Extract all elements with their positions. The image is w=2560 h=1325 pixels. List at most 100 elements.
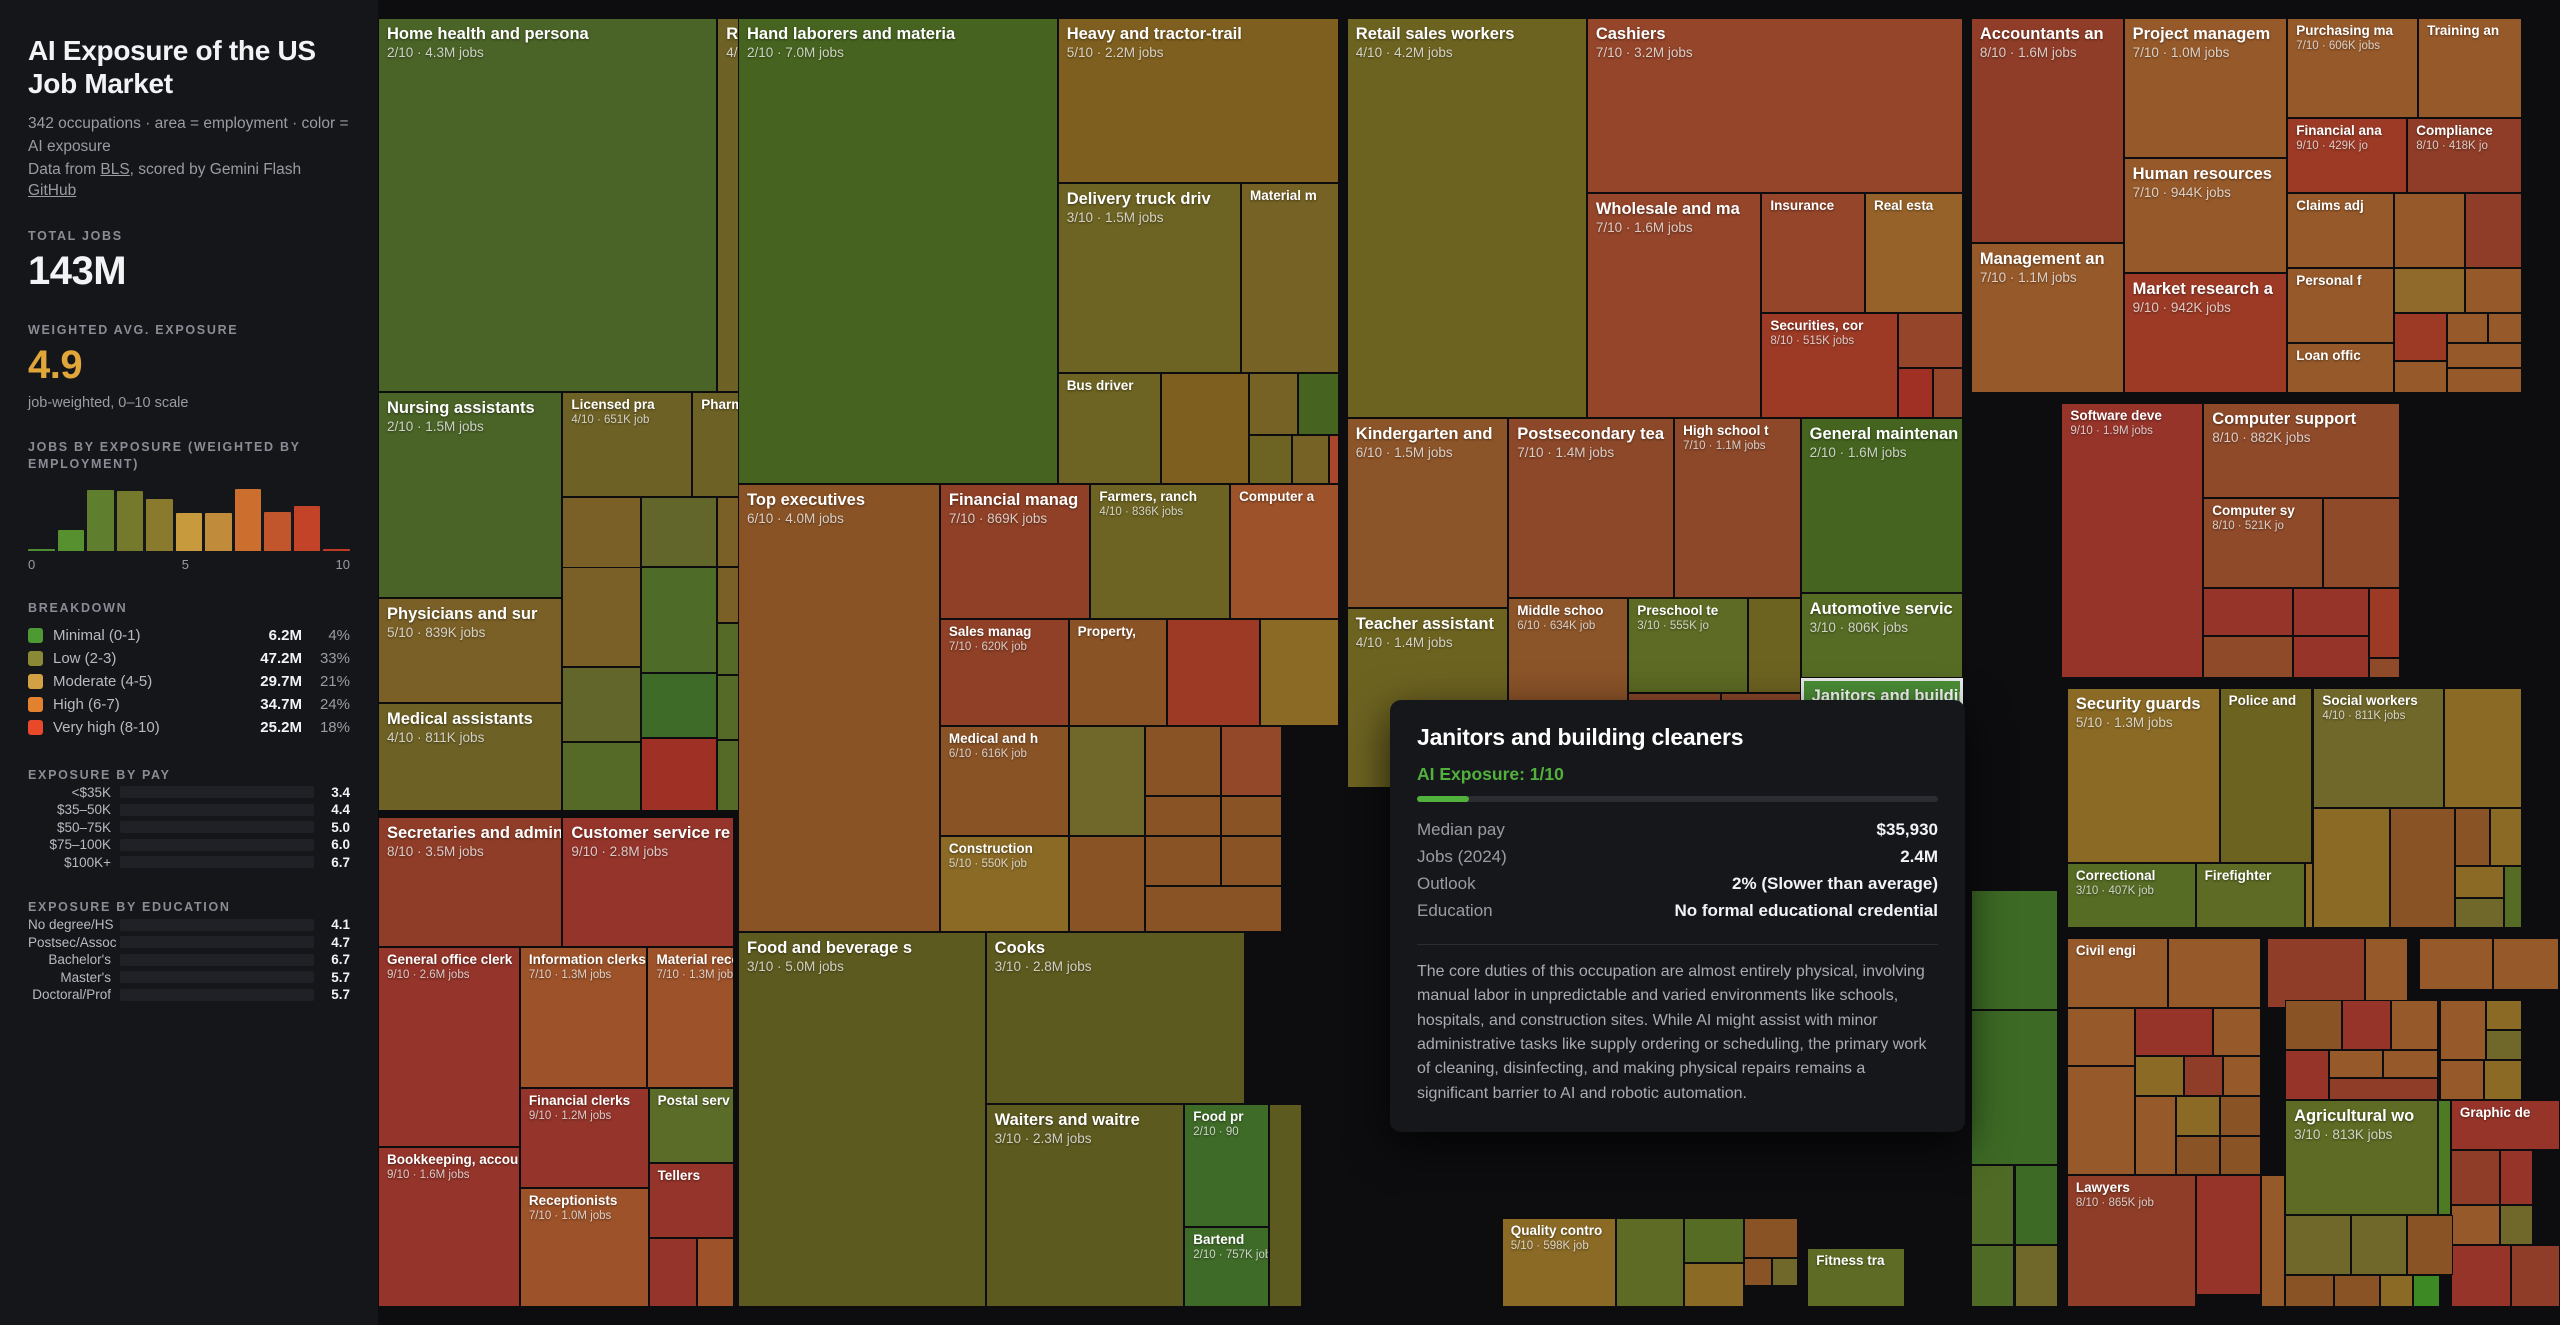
treemap-tile-unlabeled[interactable] xyxy=(2195,1175,2262,1295)
treemap-tile-unlabeled[interactable] xyxy=(2394,268,2466,313)
treemap-tile-unlabeled[interactable] xyxy=(640,673,718,738)
treemap-tile-unlabeled[interactable] xyxy=(1932,368,1964,418)
treemap-tile-unlabeled[interactable] xyxy=(1683,1218,1744,1263)
treemap-tile[interactable]: Middle schoo 6/10 · 634K job xyxy=(1508,598,1629,708)
treemap-tile[interactable]: Construction 5/10 · 550K job xyxy=(939,836,1069,932)
treemap-tile[interactable]: Training an xyxy=(2418,18,2522,118)
treemap-tile[interactable]: Hand laborers and materia 2/10 · 7.0M job… xyxy=(738,18,1058,484)
treemap-tile-unlabeled[interactable] xyxy=(2285,1275,2335,1307)
treemap-tile-unlabeled[interactable] xyxy=(640,738,718,811)
treemap-tile-unlabeled[interactable] xyxy=(2168,938,2262,1008)
treemap-tile[interactable]: Medical assistants 4/10 · 811K jobs xyxy=(378,703,563,811)
treemap-tile-unlabeled[interactable] xyxy=(2407,1215,2454,1275)
treemap-tile-unlabeled[interactable] xyxy=(1772,1258,1799,1286)
treemap-tile[interactable]: Real esta xyxy=(1865,193,1964,313)
github-link[interactable]: GitHub xyxy=(28,182,77,200)
treemap-tile-unlabeled[interactable] xyxy=(1970,890,2059,1010)
treemap-tile[interactable]: Agricultural wo 3/10 · 813K jobs xyxy=(2285,1100,2438,1215)
treemap-tile[interactable]: Fitness tra xyxy=(1807,1248,1906,1307)
treemap-tile[interactable]: Financial manag 7/10 · 869K jobs xyxy=(939,484,1091,619)
treemap-tile-unlabeled[interactable] xyxy=(1748,598,1801,693)
treemap-tile-unlabeled[interactable] xyxy=(1248,373,1298,435)
treemap-tile-unlabeled[interactable] xyxy=(562,667,641,742)
treemap-tile[interactable]: Licensed pra 4/10 · 651K job xyxy=(562,392,693,497)
treemap-tile-unlabeled[interactable] xyxy=(2437,1100,2451,1215)
treemap-tile[interactable]: Correctional 3/10 · 407K job xyxy=(2066,863,2196,928)
treemap-tile-unlabeled[interactable] xyxy=(2487,313,2522,343)
treemap-tile[interactable]: Lawyers 8/10 · 865K job xyxy=(2066,1175,2196,1307)
treemap-tile[interactable]: Computer sy 8/10 · 521K jo xyxy=(2203,498,2324,588)
treemap-tile-unlabeled[interactable] xyxy=(2439,1060,2484,1100)
treemap-tile-unlabeled[interactable] xyxy=(2134,1056,2184,1096)
treemap-tile-unlabeled[interactable] xyxy=(1144,726,1222,796)
treemap-tile-unlabeled[interactable] xyxy=(1743,1218,1799,1258)
treemap-tile[interactable]: Securities, cor 8/10 · 515K jobs xyxy=(1761,313,1898,418)
treemap-tile-unlabeled[interactable] xyxy=(2066,1066,2135,1175)
treemap-tile[interactable]: Delivery truck driv 3/10 · 1.5M jobs xyxy=(1057,183,1241,373)
treemap-tile[interactable]: Accountants an 8/10 · 1.6M jobs xyxy=(1970,18,2124,243)
treemap-tile-unlabeled[interactable] xyxy=(2493,938,2559,990)
treemap-tile-unlabeled[interactable] xyxy=(1166,619,1260,726)
treemap-tile-unlabeled[interactable] xyxy=(2261,1175,2286,1307)
treemap-tile[interactable]: Material m xyxy=(1240,183,1340,373)
treemap-tile[interactable]: Bookkeeping, accou 9/10 · 1.6M jobs xyxy=(378,1147,520,1307)
treemap-tile-unlabeled[interactable] xyxy=(1970,1010,2059,1165)
treemap-tile-unlabeled[interactable] xyxy=(2485,1000,2522,1030)
treemap-tile[interactable]: Food and beverage s 3/10 · 5.0M jobs xyxy=(738,932,986,1307)
treemap-tile-unlabeled[interactable] xyxy=(648,1238,697,1307)
treemap-tile[interactable]: Retail sales workers 4/10 · 4.2M jobs xyxy=(1346,18,1587,418)
treemap-tile[interactable]: Civil engi xyxy=(2066,938,2169,1008)
treemap-tile[interactable]: Market research a 9/10 · 942K jobs xyxy=(2123,273,2288,393)
treemap-tile-unlabeled[interactable] xyxy=(1743,1258,1773,1286)
treemap-tile-unlabeled[interactable] xyxy=(2350,1215,2408,1275)
treemap-tile-unlabeled[interactable] xyxy=(2450,1205,2500,1245)
treemap-tile-unlabeled[interactable] xyxy=(2490,808,2522,866)
treemap-tile-unlabeled[interactable] xyxy=(2446,368,2522,393)
treemap-tile-unlabeled[interactable] xyxy=(2455,866,2505,898)
treemap-tile[interactable]: Customer service re 9/10 · 2.8M jobs xyxy=(562,817,734,947)
treemap-tile[interactable]: Receptionists 7/10 · 1.0M jobs xyxy=(519,1188,649,1307)
treemap-tile[interactable]: Medical and h 6/10 · 616K job xyxy=(939,726,1069,836)
treemap-tile-unlabeled[interactable] xyxy=(2465,268,2522,313)
treemap-tile[interactable]: Computer a xyxy=(1230,484,1340,619)
treemap-tile-unlabeled[interactable] xyxy=(1259,619,1340,726)
treemap-tile-unlabeled[interactable] xyxy=(2394,361,2447,393)
treemap-tile-unlabeled[interactable] xyxy=(2450,1245,2511,1307)
treemap-tile[interactable]: Preschool te 3/10 · 555K jo xyxy=(1628,598,1749,693)
treemap-tile[interactable]: Insurance xyxy=(1761,193,1866,313)
treemap-tile[interactable]: Food pr 2/10 · 90 xyxy=(1184,1104,1270,1227)
treemap-tile-unlabeled[interactable] xyxy=(2014,1245,2059,1307)
treemap-tile-unlabeled[interactable] xyxy=(2394,313,2447,361)
treemap-tile-unlabeled[interactable] xyxy=(2285,1215,2351,1275)
bls-link[interactable]: BLS xyxy=(100,160,130,178)
treemap-tile[interactable]: Graphic de xyxy=(2450,1100,2560,1150)
treemap-tile[interactable]: Information clerks 7/10 · 1.3M jobs xyxy=(519,947,648,1088)
treemap-tile-unlabeled[interactable] xyxy=(2134,1008,2214,1056)
treemap-tile[interactable]: Cashiers 7/10 · 3.2M jobs xyxy=(1586,18,1964,193)
treemap-tile-unlabeled[interactable] xyxy=(2203,588,2293,636)
treemap-tile-unlabeled[interactable] xyxy=(2304,863,2314,928)
treemap-tile-unlabeled[interactable] xyxy=(2285,1000,2342,1050)
treemap-tile[interactable]: Project managem 7/10 · 1.0M jobs xyxy=(2123,18,2288,158)
treemap-tile-unlabeled[interactable] xyxy=(2183,1056,2223,1096)
treemap-tile-unlabeled[interactable] xyxy=(2412,1275,2440,1307)
treemap-tile-unlabeled[interactable] xyxy=(2292,588,2370,636)
treemap-tile-unlabeled[interactable] xyxy=(2328,1078,2438,1100)
treemap-tile[interactable]: Tellers xyxy=(648,1163,734,1238)
treemap-tile[interactable]: Police and xyxy=(2219,688,2313,863)
treemap-tile-unlabeled[interactable] xyxy=(2446,343,2522,368)
treemap-tile[interactable]: Physicians and sur 5/10 · 839K jobs xyxy=(378,598,563,703)
treemap-tile-unlabeled[interactable] xyxy=(1068,836,1145,932)
treemap-tile-unlabeled[interactable] xyxy=(1221,726,1283,796)
treemap-tile[interactable]: Personal f xyxy=(2287,268,2395,343)
treemap-tile[interactable]: Property, xyxy=(1068,619,1167,726)
treemap-tile-unlabeled[interactable] xyxy=(2419,938,2494,990)
treemap-tile-unlabeled[interactable] xyxy=(2213,1008,2262,1056)
treemap-tile[interactable]: Loan offic xyxy=(2287,343,2395,393)
treemap-tile[interactable]: High school t 7/10 · 1.1M jobs xyxy=(1674,418,1801,598)
treemap-tile-unlabeled[interactable] xyxy=(2446,313,2488,343)
treemap-tile[interactable]: Social workers 4/10 · 811K jobs xyxy=(2313,688,2445,808)
treemap-tile-unlabeled[interactable] xyxy=(2292,636,2370,678)
treemap-tile-unlabeled[interactable] xyxy=(2175,1136,2220,1175)
treemap-tile[interactable]: Postal serv xyxy=(648,1088,734,1163)
